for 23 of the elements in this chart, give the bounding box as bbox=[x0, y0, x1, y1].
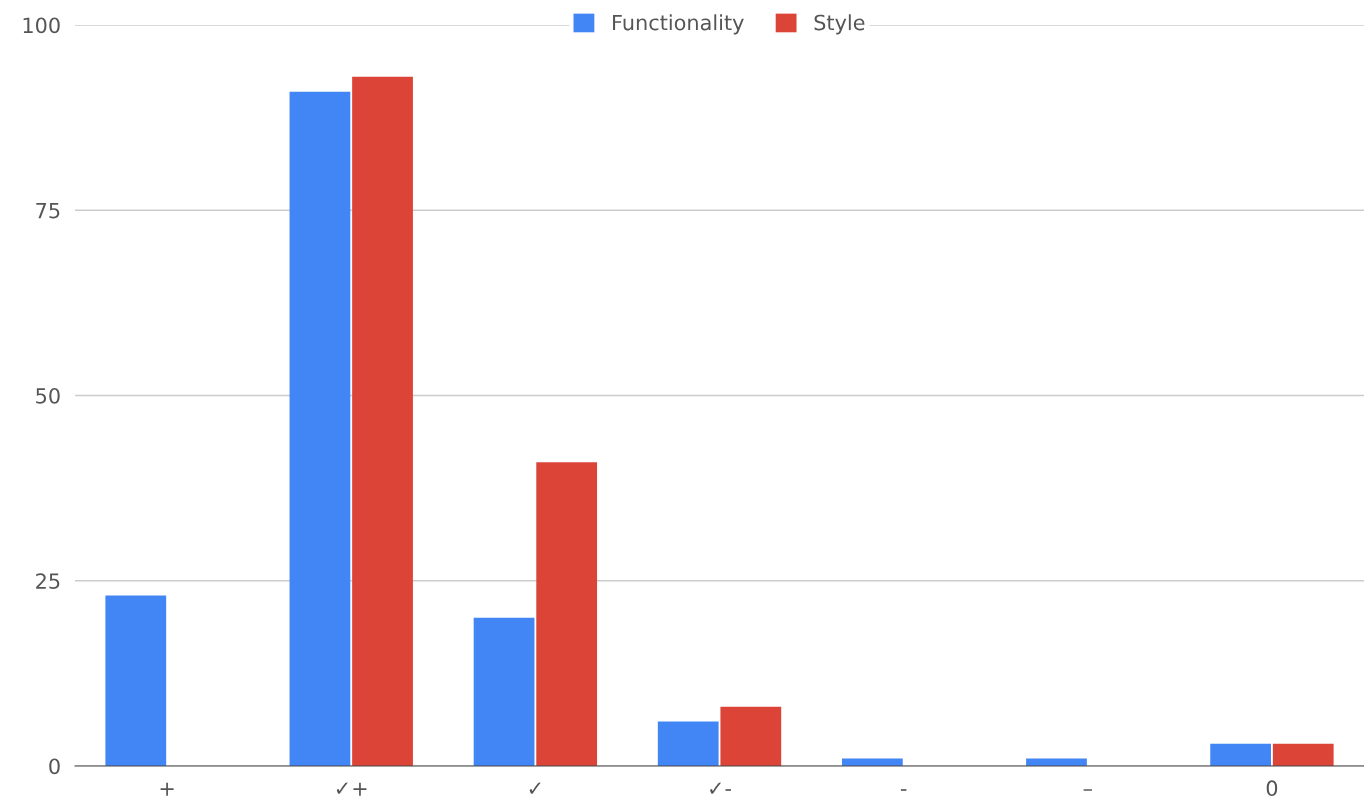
x-tick-label: - bbox=[900, 789, 907, 791]
y-tick-label: 25 bbox=[36, 573, 60, 589]
bar bbox=[657, 721, 719, 766]
bar bbox=[1210, 743, 1272, 766]
x-tick-label: ✓- bbox=[710, 782, 731, 794]
x-tick-label: – bbox=[1083, 789, 1092, 791]
x-tick-label: ✓ bbox=[529, 782, 541, 794]
bar bbox=[536, 462, 598, 766]
y-tick-label: 0 bbox=[49, 758, 60, 775]
bar bbox=[105, 595, 167, 766]
y-tick-label: 100 bbox=[23, 17, 60, 34]
bar bbox=[352, 76, 413, 766]
bar bbox=[289, 91, 351, 766]
x-tick-label: ✓+ bbox=[336, 782, 367, 796]
legend-label: Functionality bbox=[613, 14, 744, 35]
bar bbox=[720, 706, 782, 766]
x-tick-label: 0 bbox=[1266, 780, 1278, 797]
bar bbox=[473, 617, 535, 766]
x-tick-label: + bbox=[160, 782, 174, 796]
y-tick-label: 50 bbox=[36, 387, 60, 404]
y-tick-label: 75 bbox=[36, 202, 60, 219]
legend-label: Style bbox=[814, 14, 865, 35]
bar bbox=[1272, 743, 1334, 766]
